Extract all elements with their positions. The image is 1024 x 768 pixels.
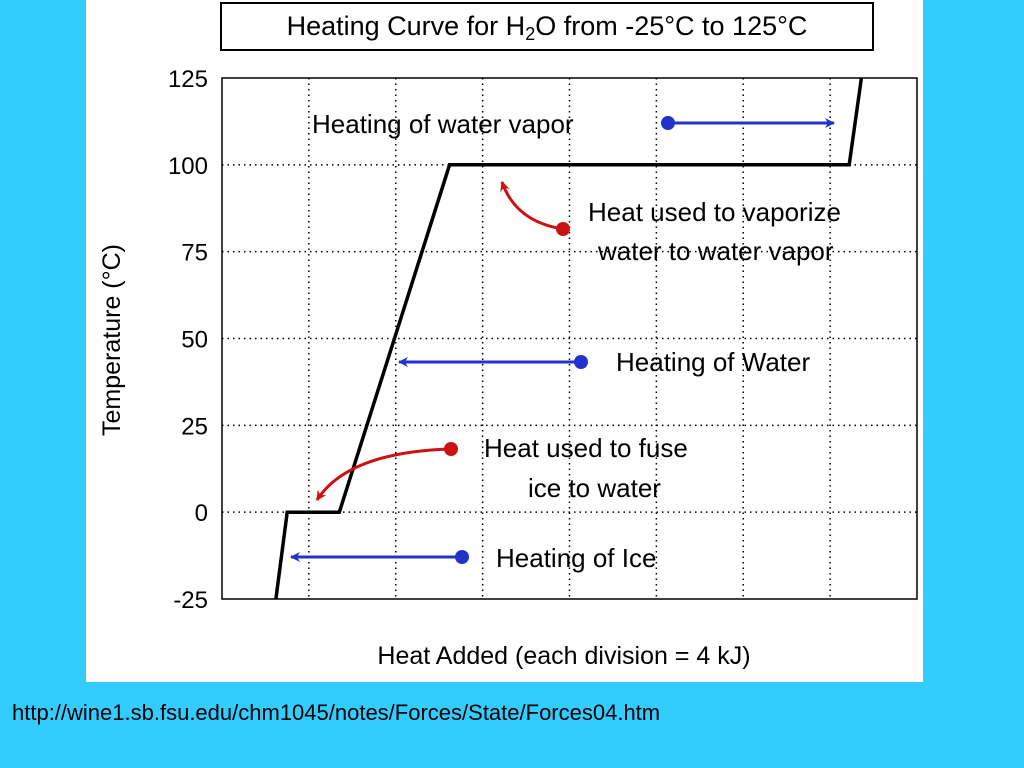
annotation-label: ice to water — [528, 473, 661, 503]
annotation-arrow — [315, 447, 452, 501]
heating-curve-chart: -25 0 25 50 75 100 125 Heating of water vapor H… — [98, 66, 918, 670]
annotation-arrow-dot — [455, 550, 469, 564]
y-tick-label: 0 — [195, 500, 208, 527]
heating-curve-line — [274, 77, 864, 600]
y-tick-label: 125 — [168, 66, 208, 93]
x-axis-title: Heat Added (each division = 4 kJ) — [377, 642, 750, 670]
y-axis-title: Temperature (°C) — [98, 244, 126, 436]
plot-frame — [221, 77, 918, 600]
source-url[interactable]: http://wine1.sb.fsu.edu/chm1045/notes/Fo… — [12, 700, 661, 725]
title-suffix: O from -25°C to 125°C — [535, 11, 808, 41]
y-tick-label: 50 — [181, 327, 208, 354]
annotation-arrow-dot — [661, 116, 675, 130]
annotation-label: Heat used to vaporize — [588, 197, 841, 227]
y-tick-label: 25 — [181, 413, 208, 440]
annotation-arrow — [500, 181, 564, 231]
y-tick-label: 100 — [168, 153, 208, 180]
annotation-arrow-dot — [444, 442, 458, 456]
annotation-label: Heating of water vapor — [312, 109, 574, 139]
y-tick-label: -25 — [173, 587, 208, 614]
chart-figure: -25 0 25 50 75 100 125 Heating of water vapor H… — [86, 0, 923, 682]
annotation-arrow-dot — [574, 355, 588, 369]
y-tick-label: 75 — [181, 240, 208, 267]
annotation-label: Heating of Water — [616, 347, 810, 377]
annotation-label: Heating of Ice — [496, 543, 656, 573]
title-prefix: Heating Curve for H — [286, 11, 526, 41]
annotation-label: Heat used to fuse — [484, 433, 688, 463]
annotation-arrow-dot — [556, 222, 570, 236]
chart-title: Heating Curve for H2O from -25°C to 125°… — [220, 2, 874, 51]
title-subscript: 2 — [525, 24, 536, 44]
annotation-label: water to water vapor — [597, 236, 834, 266]
